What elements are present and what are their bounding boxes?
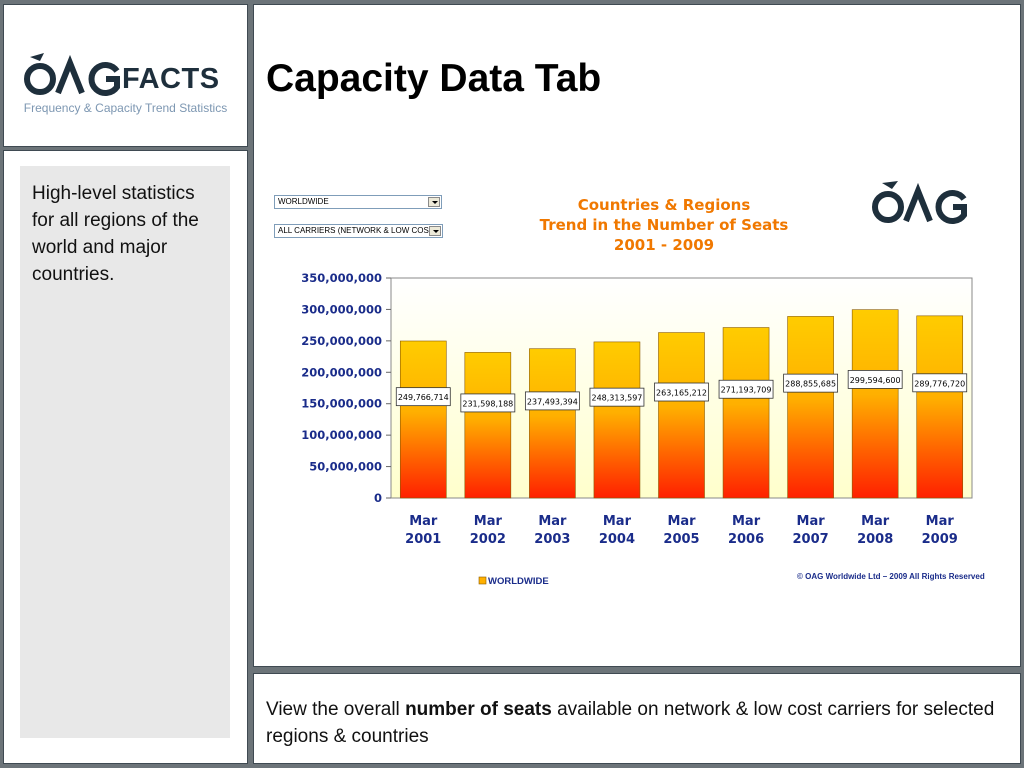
- bar: [399, 340, 447, 499]
- chart-title-line1: Countries & Regions: [577, 196, 751, 214]
- data-label-box: [783, 373, 839, 393]
- y-tick-label: 150,000,000: [301, 397, 382, 411]
- x-tick-label-year: 2003: [534, 532, 570, 547]
- y-axis: 0 50,000,000 100,000,000 150,000,000 200,000…: [301, 271, 391, 505]
- sidebar-panel: High-level statistics for all regions of…: [3, 150, 248, 764]
- x-tick-label-year: 2004: [599, 532, 635, 547]
- x-tick-label-month: Mar: [474, 514, 503, 529]
- x-tick-label-year: 2001: [405, 532, 441, 547]
- data-label: 263,165,212: [656, 389, 707, 398]
- chart-title-line2: Trend in the Number of Seats: [539, 216, 789, 234]
- bar: [529, 348, 576, 499]
- footer-text-bold: number of seats: [405, 699, 552, 720]
- footer-caption: View the overall number of seats availab…: [266, 696, 1006, 750]
- y-tick-label: 50,000,000: [309, 460, 382, 474]
- logo-facts-word: FACTS: [122, 63, 220, 95]
- x-tick-label-year: 2007: [793, 532, 829, 547]
- data-label-box: [718, 379, 774, 399]
- bar: [658, 332, 705, 499]
- chart-legend: WORLDWIDE: [478, 576, 549, 587]
- y-tick-label: 200,000,000: [301, 365, 382, 379]
- x-tick-label-month: Mar: [409, 514, 438, 529]
- data-label-box: [460, 393, 516, 413]
- x-tick-label-year: 2008: [857, 532, 893, 547]
- x-tick-label-year: 2002: [470, 532, 506, 547]
- logo-panel: FACTS Frequency & Capacity Trend Statist…: [3, 4, 248, 147]
- data-label-box: [654, 382, 709, 402]
- x-tick-label-year: 2005: [663, 532, 699, 547]
- footer-text-end: available on network & low cost carriers…: [266, 699, 995, 747]
- y-tick-label: 350,000,000: [301, 271, 382, 285]
- footer-text-start: View the overall: [266, 699, 406, 720]
- data-label-box: [912, 373, 968, 393]
- data-label: 248,313,597: [591, 394, 642, 403]
- y-tick-label: 100,000,000: [301, 428, 382, 442]
- logo-tagline: Frequency & Capacity Trend Statistics: [23, 101, 228, 115]
- bar: [593, 341, 641, 499]
- bar: [464, 352, 512, 499]
- x-tick-label-month: Mar: [797, 514, 826, 529]
- sidebar-box: High-level statistics for all regions of…: [20, 166, 230, 738]
- chevron-down-icon[interactable]: [428, 197, 440, 207]
- x-tick-label-year: 2009: [922, 532, 958, 547]
- bar: [787, 316, 834, 499]
- x-axis: Mar 2001 Mar 2002 Mar 2003 Mar 2004 Mar 2005 Mar 20…: [405, 514, 958, 547]
- bar: [851, 309, 899, 499]
- sidebar-description: High-level statistics for all regions of…: [32, 183, 199, 285]
- data-label: 271,193,709: [721, 386, 772, 395]
- data-label-box: [395, 387, 451, 407]
- main-panel: Capacity Data Tab WORLDWIDE ALL CARRIERS…: [253, 4, 1021, 667]
- copyright-notice: © OAG Worldwide Ltd – 2009 All Rights Re…: [797, 572, 985, 581]
- data-label: 237,493,394: [527, 397, 578, 406]
- oag-facts-logo: FACTS: [22, 51, 219, 102]
- chart-title-line3: 2001 - 2009: [613, 236, 715, 254]
- footer-panel: View the overall number of seats availab…: [253, 673, 1021, 764]
- x-tick-label-month: Mar: [538, 514, 567, 529]
- bar: [916, 315, 964, 499]
- data-label-box: [589, 387, 645, 407]
- oag-logo-icon: [24, 53, 120, 96]
- data-label-box: [847, 370, 903, 389]
- region-dropdown[interactable]: WORLDWIDE: [274, 195, 442, 209]
- x-tick-label-month: Mar: [732, 514, 761, 529]
- capacity-bar-chart: 0 50,000,000 100,000,000 150,000,000 200,000…: [301, 271, 973, 587]
- y-tick-label: 250,000,000: [301, 334, 382, 348]
- data-label: 288,855,685: [785, 380, 836, 389]
- carrier-dropdown[interactable]: ALL CARRIERS (NETWORK & LOW COST): [274, 224, 443, 238]
- legend-label: WORLDWIDE: [488, 576, 549, 587]
- y-tick-label: 0: [374, 491, 382, 505]
- chevron-down-icon[interactable]: [429, 226, 441, 236]
- bar-series-worldwide: 249,766,714 231,598,188 237,493,394 248,313…: [395, 309, 968, 499]
- legend-swatch: [478, 576, 487, 585]
- data-label: 231,598,188: [462, 399, 513, 408]
- region-dropdown-value: WORLDWIDE: [278, 197, 329, 206]
- data-label: 249,766,714: [398, 393, 449, 402]
- x-tick-label-month: Mar: [861, 514, 890, 529]
- y-tick-label: 300,000,000: [301, 302, 382, 316]
- x-tick-label-month: Mar: [926, 514, 955, 529]
- x-tick-label-month: Mar: [667, 514, 696, 529]
- data-label: 289,776,720: [914, 379, 965, 388]
- x-tick-label-month: Mar: [603, 514, 632, 529]
- carrier-dropdown-value: ALL CARRIERS (NETWORK & LOW COST): [278, 226, 437, 235]
- data-label-box: [524, 391, 580, 411]
- oag-corner-logo-icon: [872, 181, 967, 224]
- page-title: Capacity Data Tab: [266, 57, 602, 100]
- data-label: 299,594,600: [850, 376, 901, 385]
- x-tick-label-year: 2006: [728, 532, 764, 547]
- bar: [722, 327, 770, 499]
